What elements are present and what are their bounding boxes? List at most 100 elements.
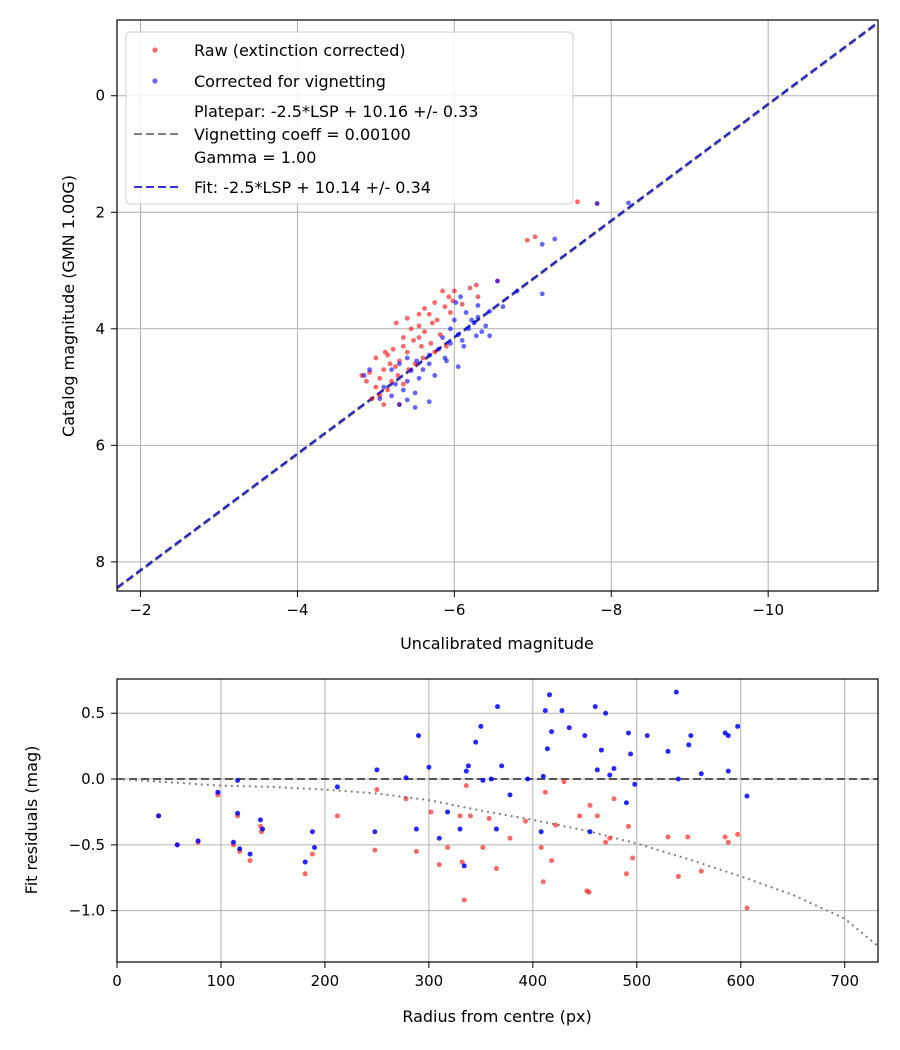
bottom-corrected-point (538, 829, 544, 835)
bottom-corrected-point (594, 767, 600, 773)
bottom-raw-point (467, 813, 473, 819)
legend-fit-label: Fit: -2.5*LSP + 10.14 +/- 0.34 (194, 178, 431, 197)
bottom-raw-point (587, 802, 593, 808)
top-raw-point (419, 343, 424, 349)
top-corrected-point (389, 393, 394, 399)
top-corrected-point (455, 332, 461, 338)
bottom-x-tick-label: 200 (311, 972, 340, 990)
top-raw-point (400, 381, 406, 387)
top-corrected-point (539, 291, 545, 297)
top-raw-point (387, 361, 393, 367)
bottom-corrected-point (195, 838, 201, 844)
top-ticks: −2 −4 −6 −8 −10 0 2 4 6 8 (95, 87, 784, 619)
bottom-raw-point (607, 835, 613, 841)
bottom-corrected-point (334, 784, 340, 790)
bottom-corrected-point (735, 723, 741, 729)
bottom-y-axis-label: Fit residuals (mag) (22, 746, 41, 895)
bottom-x-tick-label: 500 (622, 972, 651, 990)
bottom-raw-point (698, 868, 704, 874)
bottom-raw-point (436, 862, 442, 868)
bottom-corrected-point (436, 835, 442, 841)
bottom-corrected-point (247, 851, 253, 857)
top-corrected-point (466, 326, 471, 332)
bottom-axes-frame (116, 678, 879, 963)
bottom-corrected-point (488, 776, 494, 782)
top-raw-point (440, 288, 445, 294)
bottom-corrected-point (257, 817, 263, 823)
bottom-corrected-point (372, 829, 378, 835)
top-corrected-point (404, 355, 410, 361)
top-corrected-point (377, 396, 383, 402)
bottom-corrected-point (544, 746, 550, 752)
top-raw-point (416, 323, 422, 329)
bottom-scatter-points (156, 689, 750, 911)
top-corrected-point (397, 361, 402, 367)
bottom-raw-point (403, 796, 409, 802)
bottom-raw-point (735, 831, 741, 837)
top-raw-point (448, 310, 453, 315)
bottom-raw-point (685, 834, 691, 840)
top-corrected-point (442, 355, 448, 361)
top-corrected-point (404, 378, 410, 384)
bottom-corrected-point (542, 708, 548, 714)
bottom-corrected-point (559, 708, 565, 714)
bottom-raw-point (372, 847, 378, 853)
top-x-tick-label: −8 (600, 601, 622, 619)
top-corrected-point (412, 390, 418, 396)
bottom-raw-point (486, 816, 492, 822)
top-raw-point (532, 234, 538, 240)
top-raw-point (377, 375, 383, 381)
top-y-tick-label: 2 (95, 203, 105, 221)
top-corrected-point (420, 367, 426, 372)
bottom-corrected-point (426, 764, 432, 770)
top-raw-point (444, 343, 449, 349)
top-corrected-point (408, 368, 414, 374)
top-corrected-point (367, 367, 373, 372)
bottom-corrected-point (598, 747, 604, 753)
bottom-raw-point (538, 844, 544, 850)
bottom-corrected-point (465, 763, 471, 769)
top-raw-point (446, 294, 452, 300)
bottom-raw-point (542, 789, 548, 795)
bottom-corrected-point (525, 776, 531, 782)
bottom-corrected-point (415, 733, 421, 739)
top-corrected-point (626, 200, 631, 206)
top-corrected-point (426, 361, 432, 367)
bottom-corrected-point (628, 751, 634, 757)
legend-vignetting-label: Vignetting coeff = 0.00100 (194, 125, 411, 144)
top-corrected-point (451, 317, 457, 323)
top-corrected-point (487, 333, 493, 339)
top-raw-point (381, 402, 387, 407)
bottom-corrected-point (237, 846, 243, 852)
top-raw-point (524, 237, 530, 243)
legend-platepar-label: Platepar: -2.5*LSP + 10.16 +/- 0.33 (194, 102, 478, 121)
top-raw-point (381, 367, 387, 372)
bottom-corrected-point (215, 789, 221, 795)
bottom-x-tick-label: 0 (112, 972, 122, 990)
bottom-raw-point (413, 848, 419, 854)
bottom-y-tick-label: −1.0 (69, 902, 105, 920)
top-corrected-point (539, 241, 545, 247)
top-corrected-point (475, 314, 481, 320)
legend-raw-marker (152, 47, 158, 53)
top-corrected-point (495, 278, 500, 284)
bottom-corrected-point (495, 704, 500, 710)
bottom-corrected-point (587, 829, 593, 835)
top-raw-point (369, 396, 375, 402)
legend-corrected-marker (152, 78, 158, 84)
top-x-tick-label: −6 (443, 601, 465, 619)
top-corrected-point (459, 338, 465, 343)
bottom-x-tick-label: 400 (519, 972, 548, 990)
top-raw-point (432, 349, 438, 355)
top-raw-point (416, 311, 422, 317)
bottom-reference-lines (116, 778, 879, 947)
bottom-corrected-point (688, 733, 694, 739)
bottom-raw-point (611, 796, 617, 802)
bottom-raw-point (630, 855, 636, 861)
bottom-corrected-point (603, 710, 609, 716)
top-raw-point (385, 387, 391, 393)
top-x-axis-label: Uncalibrated magnitude (400, 634, 594, 653)
bottom-raw-point (625, 823, 631, 829)
top-fit-lines (116, 21, 879, 590)
